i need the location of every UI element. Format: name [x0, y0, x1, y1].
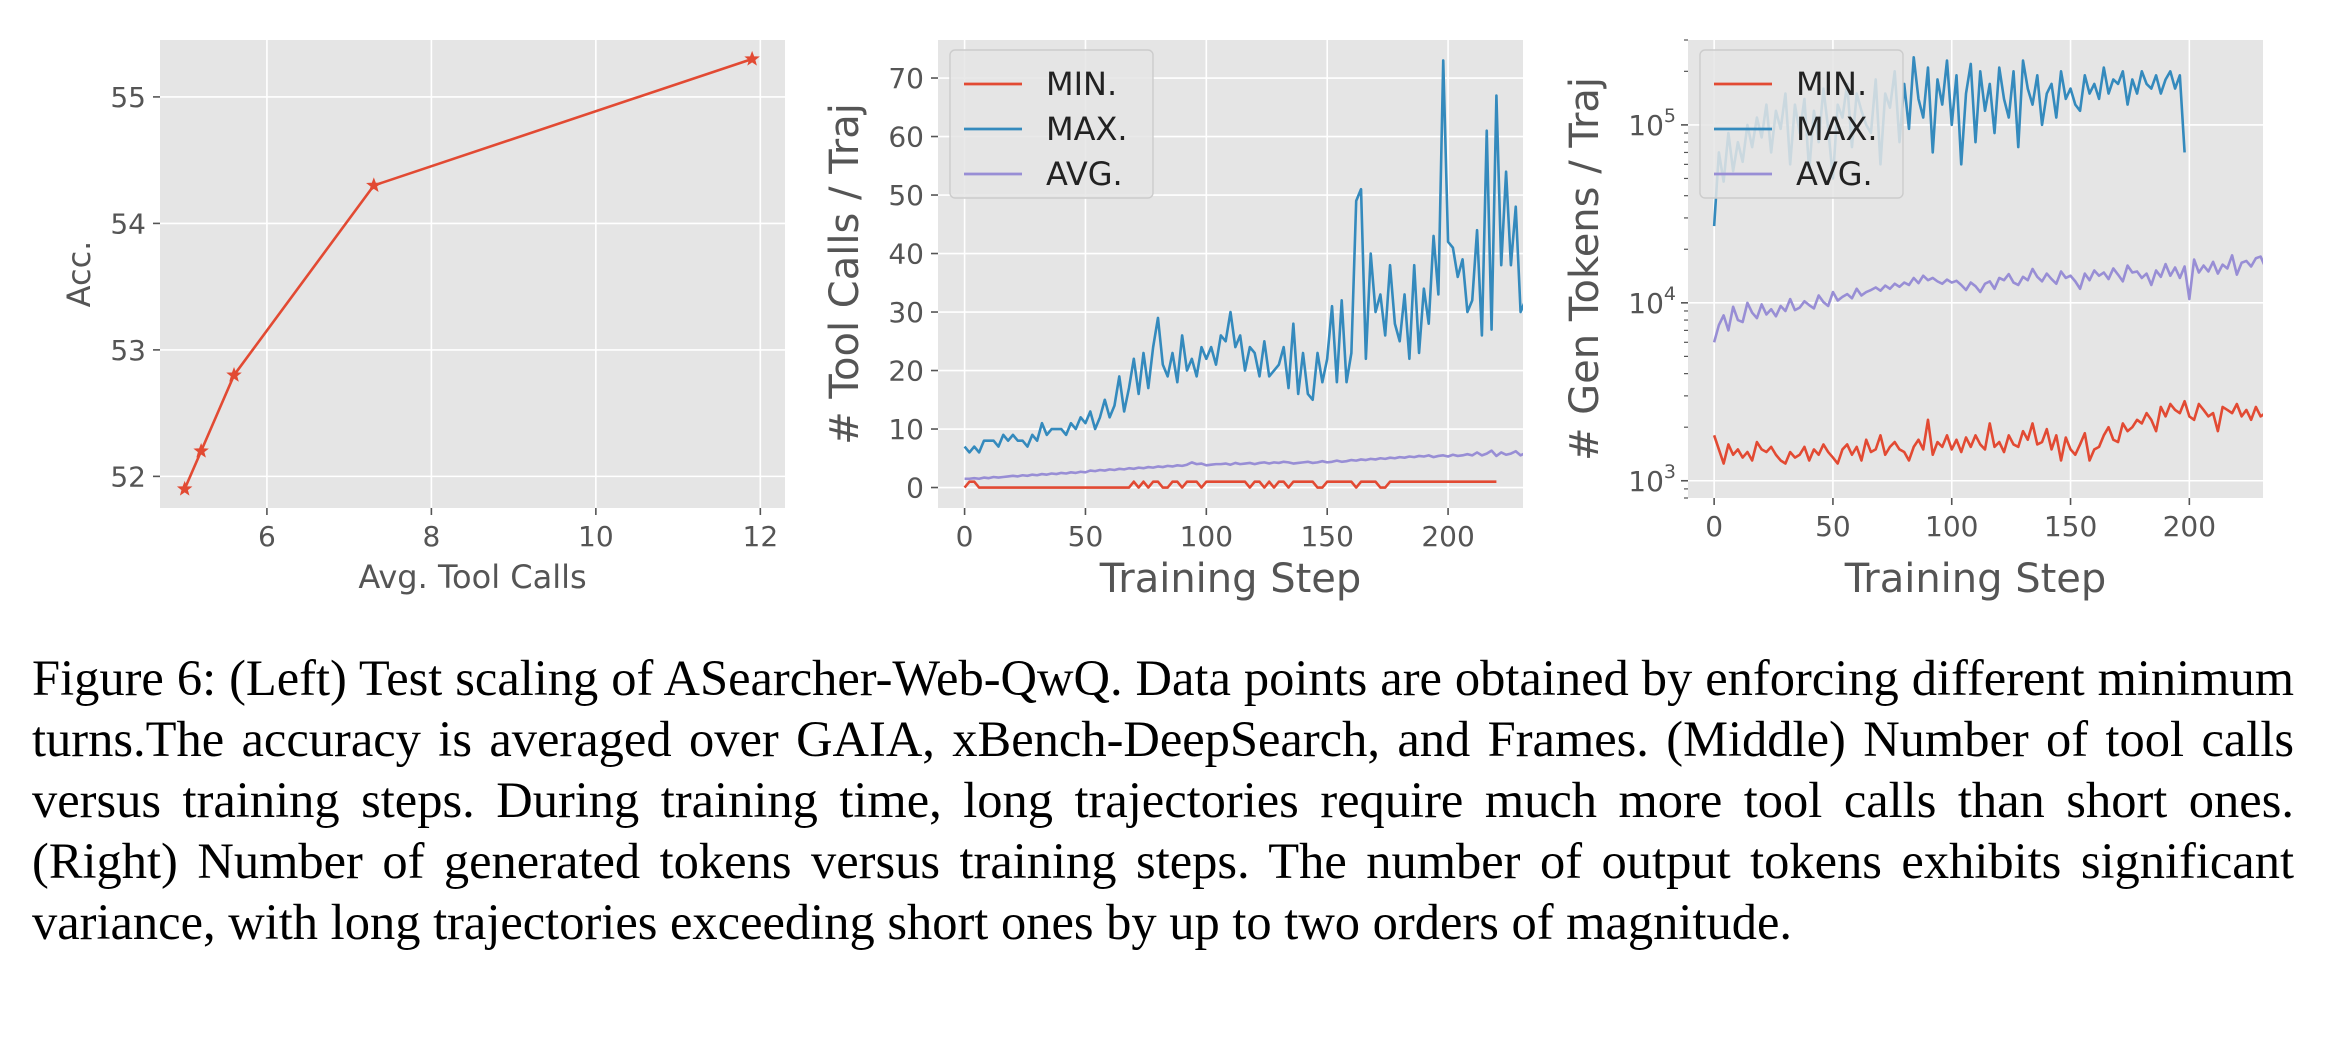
x-tick-label: 150	[2044, 510, 2097, 543]
x-tick-label: 150	[1300, 520, 1353, 553]
y-tick-label: 60	[888, 121, 924, 154]
x-tick-label: 50	[1815, 510, 1851, 543]
y-tick-label: 104	[1628, 283, 1676, 320]
y-axis-label: # Gen Tokens / Traj	[1562, 77, 1608, 461]
legend-box	[1699, 49, 1904, 199]
y-tick-exponent: 3	[1664, 461, 1676, 483]
series-group	[963, 59, 1523, 489]
y-tick-label: 10	[888, 413, 924, 446]
x-tick-label: 10	[578, 520, 614, 553]
x-axis-label: Training Step	[1099, 556, 1362, 602]
y-tick-exponent: 5	[1664, 105, 1676, 127]
x-tick-label: 0	[1705, 510, 1723, 543]
chart-panel-2: 0 50 100 150 200 0 10 20 30 40 50 60 70 Training Step…	[822, 40, 1523, 602]
y-tick-base: 10	[1628, 109, 1664, 142]
x-tick-label: 6	[258, 520, 276, 553]
x-tick-label: 100	[1925, 510, 1978, 543]
series-line-avg	[1712, 253, 2263, 343]
y-tick-exponent: 4	[1664, 283, 1676, 305]
series-line-min	[1712, 399, 2263, 465]
series-line-max	[963, 59, 1523, 454]
legend-label: AVG.	[1796, 155, 1873, 193]
y-tick-label: 30	[888, 296, 924, 329]
x-axis-label: Training Step	[1844, 556, 2107, 602]
y-tick-base: 10	[1628, 465, 1664, 498]
x-tick-label: 0	[956, 520, 974, 553]
figure-caption: Figure 6: (Left) Test scaling of ASearch…	[32, 650, 2294, 950]
x-tick-label: 200	[2163, 510, 2216, 543]
x-tick-label: 12	[743, 520, 779, 553]
legend-label: AVG.	[1046, 155, 1123, 193]
y-tick-label: 53	[110, 334, 146, 367]
legend-label: MAX.	[1046, 110, 1128, 148]
legend-label: MIN.	[1796, 65, 1867, 103]
y-tick-label: 52	[110, 460, 146, 493]
x-tick-label: 200	[1421, 520, 1474, 553]
x-tick-label: 100	[1180, 520, 1233, 553]
y-axis-label: # Tool Calls / Traj	[822, 103, 868, 445]
legend: MIN. MAX. AVG.	[949, 49, 1154, 199]
series-line-min	[963, 480, 1497, 489]
y-tick-label: 70	[888, 62, 924, 95]
plot-background	[160, 40, 785, 508]
y-tick-label: 40	[888, 238, 924, 271]
data-point-marker	[226, 367, 242, 382]
y-axis-label: Acc.	[60, 241, 98, 308]
y-tick-label: 20	[888, 355, 924, 388]
legend: MIN. MAX. AVG.	[1699, 49, 1904, 199]
data-point-marker	[744, 50, 760, 66]
y-tick-label: 50	[888, 179, 924, 212]
y-tick-label: 0	[906, 472, 924, 505]
y-tick-label: 54	[110, 207, 146, 240]
y-tick-base: 10	[1628, 287, 1664, 320]
series-line-avg	[964, 449, 1523, 481]
x-axis-label: Avg. Tool Calls	[358, 558, 586, 596]
data-point-marker	[176, 480, 193, 496]
legend-label: MIN.	[1046, 65, 1117, 103]
legend-box	[949, 49, 1154, 199]
legend-label: MAX.	[1796, 110, 1878, 148]
y-tick-label: 105	[1628, 105, 1676, 142]
data-point-marker	[366, 177, 382, 193]
y-tick-label: 55	[110, 81, 146, 114]
x-tick-label: 50	[1068, 520, 1104, 553]
x-tick-label: 8	[422, 520, 440, 553]
y-tick-label: 103	[1628, 461, 1676, 498]
data-point-marker	[193, 442, 209, 458]
chart-panel-1: 6 8 10 12 52 53 54 55 Avg. Tool Calls Acc.	[60, 40, 785, 596]
